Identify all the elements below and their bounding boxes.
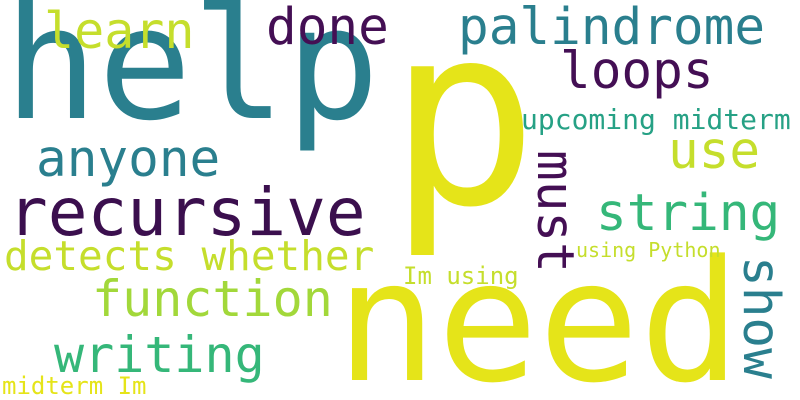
word-function: function	[92, 270, 333, 328]
word-help: help	[4, 0, 380, 155]
word-must: must	[525, 150, 584, 273]
word-recursive: recursive	[8, 174, 366, 251]
word-show: show	[731, 256, 790, 379]
word-done: done	[266, 0, 389, 57]
word-use: use	[668, 122, 761, 181]
word-palindrome: palindrome	[458, 0, 766, 57]
word-midterm-im: midterm Im	[2, 372, 147, 400]
word-string: string	[596, 184, 781, 243]
word-anyone: anyone	[36, 130, 221, 189]
word-using-python: using Python	[576, 238, 721, 262]
word-p: p	[388, 0, 539, 262]
word-learn: learn	[44, 2, 195, 60]
word-detects-whether: detects whether	[4, 232, 375, 280]
word-writing: writing	[54, 326, 265, 384]
word-loops: loops	[560, 42, 714, 101]
word-need: need	[336, 224, 741, 400]
word-upcoming-midterm: upcoming midterm	[521, 103, 791, 136]
word-im-using: Im using	[403, 262, 519, 290]
